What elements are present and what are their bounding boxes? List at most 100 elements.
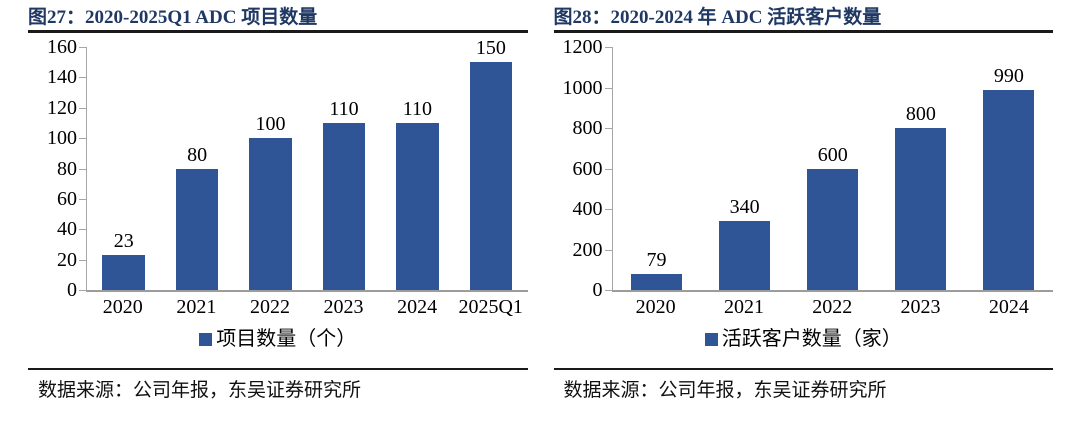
x-labels: 2020 2021 2022 2023 2024 2025Q1 bbox=[86, 295, 528, 319]
bar-value-label: 150 bbox=[475, 37, 506, 60]
y-tick-label: 1200 bbox=[562, 36, 603, 58]
y-tick-mark bbox=[79, 290, 87, 291]
bar bbox=[322, 122, 366, 290]
x-tick-label: 2021 bbox=[176, 296, 217, 318]
y-tick-label: 200 bbox=[572, 238, 603, 261]
y-axis: 0 20 40 60 80 100 120 140 160 bbox=[28, 36, 86, 301]
x-axis: 2020 2021 2022 2023 2024 2025Q1 bbox=[28, 295, 528, 319]
y-tick-mark bbox=[79, 229, 87, 231]
bars: 23 80 100 110 110 150 bbox=[87, 37, 528, 290]
y-tick-mark bbox=[79, 259, 87, 261]
y-tick-label: 0 bbox=[592, 279, 603, 301]
x-labels: 2020 2021 2022 2023 2024 bbox=[612, 295, 1054, 319]
figure-title: 图28：2020-2024 年 ADC 活跃客户数量 bbox=[553, 7, 882, 28]
bar bbox=[719, 221, 771, 290]
y-tick-label: 60 bbox=[57, 187, 77, 210]
y-tick-mark bbox=[79, 138, 87, 140]
plot-area: 23 80 100 110 110 150 bbox=[79, 37, 528, 292]
figure-panel: 图27：2020-2025Q1 ADC 项目数量 0 20 40 60 80 100 120… bbox=[28, 5, 528, 403]
bar-slot: 80 bbox=[160, 47, 233, 290]
bottom-rule bbox=[28, 368, 528, 370]
bar bbox=[631, 274, 683, 290]
y-tick-label: 160 bbox=[47, 36, 77, 58]
bar-value-label: 110 bbox=[402, 97, 433, 120]
x-tick-label: 2020 bbox=[635, 296, 676, 318]
bar-value-label: 110 bbox=[329, 97, 359, 120]
x-axis-gutter bbox=[28, 295, 86, 319]
x-axis-gutter bbox=[554, 295, 612, 319]
bar bbox=[102, 255, 145, 290]
bar-slot: 800 bbox=[877, 47, 965, 290]
bar-slot: 150 bbox=[454, 37, 527, 290]
figure-panel: 图28：2020-2024 年 ADC 活跃客户数量 0 200 400 600 800… bbox=[553, 5, 1054, 403]
bar-slot: 23 bbox=[87, 47, 160, 290]
x-tick-label: 2023 bbox=[323, 296, 364, 318]
x-tick-label: 2022 bbox=[812, 296, 853, 318]
figure-title: 图27：2020-2025Q1 ADC 项目数量 bbox=[28, 7, 318, 28]
legend-label: 活跃客户数量（家） bbox=[721, 328, 902, 350]
bar-value-label: 23 bbox=[113, 230, 134, 253]
y-tick-mark bbox=[79, 47, 87, 48]
bar-value-label: 990 bbox=[993, 64, 1024, 87]
bar-value-label: 79 bbox=[646, 249, 667, 272]
y-tick-label: 100 bbox=[47, 127, 77, 150]
plot-area: 79 340 600 800 990 bbox=[604, 47, 1053, 292]
title-rule bbox=[28, 30, 528, 33]
bar bbox=[807, 168, 859, 290]
y-tick-label: 40 bbox=[57, 218, 77, 241]
x-tick-label: 2024 bbox=[397, 296, 438, 318]
legend: 项目数量（个） bbox=[28, 326, 528, 352]
y-tick-mark bbox=[604, 168, 613, 170]
x-tick-label: 2024 bbox=[988, 296, 1029, 318]
bar-chart: 0 200 400 600 800 1000 1200 79 340 600 800 990 bbox=[554, 36, 1053, 301]
y-tick-mark bbox=[79, 198, 87, 200]
bar bbox=[895, 128, 947, 290]
x-tick-label: 2022 bbox=[249, 296, 290, 318]
y-tick-label: 800 bbox=[572, 117, 603, 140]
y-axis: 0 200 400 600 800 1000 1200 bbox=[554, 36, 612, 301]
y-tick-mark bbox=[604, 209, 613, 211]
y-tick-label: 1000 bbox=[562, 76, 603, 99]
legend: 活跃客户数量（家） bbox=[554, 326, 1054, 352]
source-note: 数据来源：公司年报，东吴证券研究所 bbox=[563, 380, 887, 401]
bar bbox=[396, 122, 439, 290]
legend-swatch-icon bbox=[199, 332, 213, 346]
y-tick-label: 20 bbox=[57, 248, 77, 271]
bottom-rule bbox=[553, 368, 1053, 370]
bar-slot: 340 bbox=[701, 47, 789, 290]
bar-chart: 0 20 40 60 80 100 120 140 160 23 80 100 110 110 150 bbox=[28, 36, 528, 301]
x-axis: 2020 2021 2022 2023 2024 bbox=[554, 295, 1054, 319]
y-tick-label: 0 bbox=[67, 279, 77, 301]
y-tick-mark bbox=[79, 107, 87, 109]
x-tick-label: 2023 bbox=[900, 296, 941, 318]
y-tick-label: 120 bbox=[47, 96, 77, 119]
y-tick-label: 80 bbox=[57, 157, 77, 180]
bar-value-label: 100 bbox=[255, 113, 286, 136]
y-tick-mark bbox=[604, 290, 613, 291]
y-tick-label: 400 bbox=[572, 198, 603, 221]
title-rule bbox=[553, 30, 1053, 33]
bar-slot: 110 bbox=[381, 47, 454, 290]
legend-swatch-icon bbox=[704, 332, 718, 346]
bar-value-label: 340 bbox=[729, 196, 760, 219]
bar-slot: 600 bbox=[789, 47, 877, 290]
bar-slot: 990 bbox=[965, 47, 1053, 290]
source-note: 数据来源：公司年报，东吴证券研究所 bbox=[38, 380, 362, 401]
legend-label: 项目数量（个） bbox=[216, 328, 357, 350]
y-tick-mark bbox=[79, 168, 87, 170]
report-figures-strip: 图27：2020-2025Q1 ADC 项目数量 0 20 40 60 80 100 120… bbox=[28, 5, 1054, 403]
y-tick-mark bbox=[604, 87, 613, 89]
x-tick-label: 2020 bbox=[102, 296, 143, 318]
y-tick-mark bbox=[604, 47, 613, 48]
bar bbox=[175, 168, 219, 290]
bar-value-label: 80 bbox=[187, 143, 208, 166]
bar bbox=[249, 138, 292, 290]
bar-value-label: 800 bbox=[905, 103, 936, 126]
x-tick-label: 2021 bbox=[723, 296, 764, 318]
bar-value-label: 600 bbox=[817, 143, 848, 166]
y-tick-label: 140 bbox=[47, 66, 77, 89]
bar-slot: 110 bbox=[307, 47, 380, 290]
x-tick-label: 2025Q1 bbox=[458, 296, 523, 318]
bar bbox=[983, 89, 1035, 290]
y-tick-label: 600 bbox=[572, 157, 603, 180]
